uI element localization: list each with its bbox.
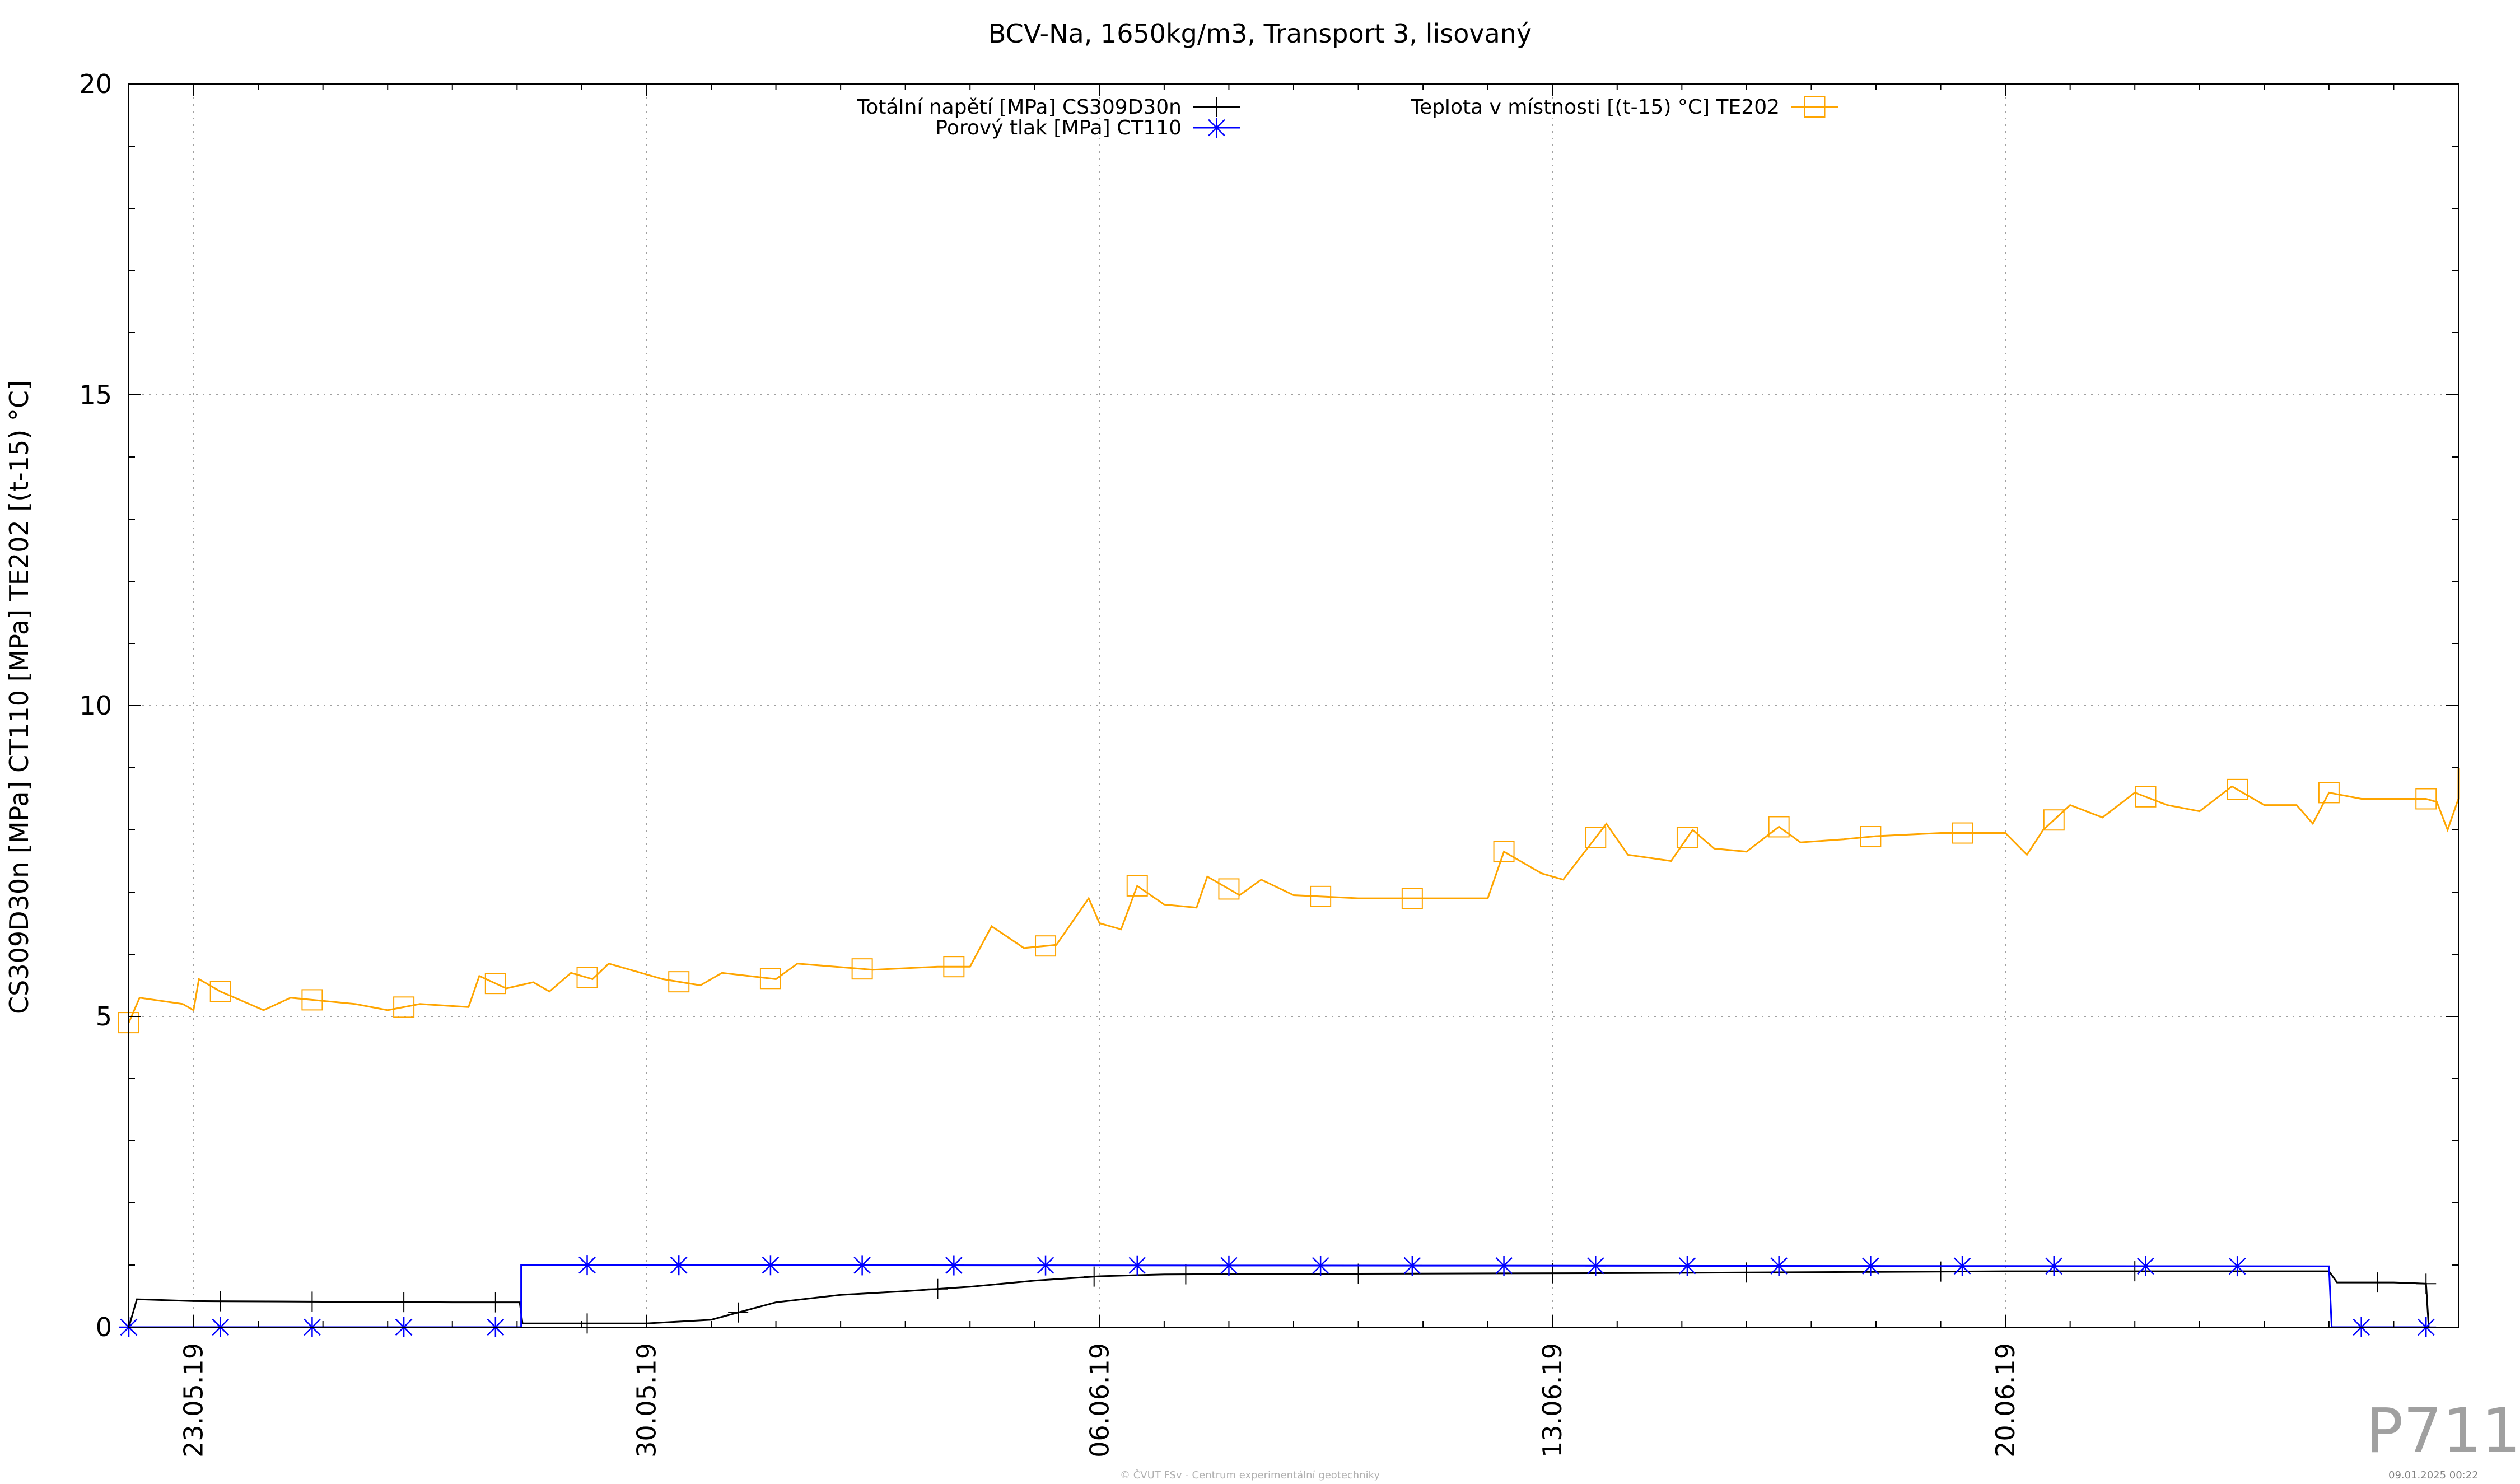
series-3-marker	[576, 967, 598, 988]
legend-label-1: Totální napětí [MPa] CS309D30n	[856, 96, 1182, 119]
series-3-marker	[2318, 782, 2340, 804]
y-axis-label: CS309D30n [MPa] CT110 [MPa] TE202 [(t-15…	[4, 380, 34, 1014]
y-tick-label: 10	[79, 690, 112, 721]
series-3-marker	[2135, 786, 2157, 808]
series-2-marker-d2	[1678, 1257, 1696, 1275]
series-3-marker	[484, 973, 506, 995]
watermark-code: P711	[2366, 1395, 2520, 1467]
series-3-marker	[2227, 778, 2248, 800]
series-3-marker	[943, 956, 965, 978]
chart-title: BCV-Na, 1650kg/m3, Transport 3, lisovaný	[988, 18, 1532, 49]
series-2-marker-d2	[945, 1257, 963, 1274]
x-tick-label: 30.05.19	[631, 1343, 661, 1458]
series-3-marker	[851, 958, 873, 980]
legend-label-3: Teplota v místnosti [(t-15) °C] TE202	[1410, 96, 1780, 119]
series-2-marker-d2	[1037, 1257, 1054, 1274]
series-2-marker-d2	[1770, 1257, 1788, 1275]
series-3-marker	[668, 971, 690, 993]
grid-lines	[129, 84, 2458, 1327]
series-3-marker	[2415, 788, 2437, 810]
series-2-marker-d2	[1953, 1257, 1971, 1275]
series-2-marker-d2	[2228, 1257, 2246, 1275]
series-3-marker	[1676, 827, 1698, 848]
y-tick-label: 0	[96, 1312, 112, 1342]
series-3-marker	[1126, 875, 1148, 897]
series-2-marker-d2	[1495, 1257, 1513, 1275]
series-3-marker	[301, 989, 323, 1011]
series-3-marker	[1035, 935, 1057, 957]
series-2-marker-d2	[762, 1257, 780, 1274]
legend-marker-2-d2	[1208, 119, 1225, 137]
legend-marker-3	[1804, 96, 1826, 118]
plot-border	[128, 83, 2459, 1328]
series-2-marker-d2	[670, 1256, 688, 1274]
y-tick-label: 15	[79, 380, 112, 410]
x-tick-label: 13.06.19	[1537, 1343, 1567, 1458]
series-3-marker	[1218, 878, 1240, 900]
series-3-marker	[1952, 822, 1973, 844]
series-2-marker-d2	[2137, 1257, 2154, 1275]
y-tick-label: 20	[79, 69, 112, 99]
watermark-date: 09.01.2025 00:22	[2388, 1469, 2479, 1481]
x-tick-label: 23.05.19	[179, 1343, 209, 1458]
y-tick-label: 5	[96, 1001, 112, 1032]
axes: 0 5 10 15 20 23.05.19 30.05.19 06.06.19 13.06.19…	[79, 69, 2459, 1458]
x-tick-label: 06.06.19	[1084, 1343, 1114, 1458]
series-2-marker-d2	[1128, 1257, 1146, 1275]
series-3-marker	[2043, 809, 2065, 831]
series-3-marker	[1493, 841, 1515, 862]
x-tick-label: 20.06.19	[1990, 1343, 2020, 1458]
series-line-3	[128, 767, 2460, 1023]
series-2-marker-d2	[1403, 1257, 1421, 1275]
series-2-marker-d2	[1312, 1257, 1329, 1275]
series-2-marker-d2	[578, 1256, 596, 1274]
series-2-marker-d2	[853, 1257, 871, 1274]
watermark-footer: © ČVUT FSv - Centrum experimentální geot…	[1120, 1469, 1380, 1481]
series-3-marker	[1768, 816, 1790, 838]
series-3-marker	[759, 968, 781, 990]
series-2-marker-d2	[1862, 1257, 1879, 1275]
series-3-marker	[1860, 826, 1882, 848]
legend-label-2: Porový tlak [MPa] CT110	[935, 116, 1182, 139]
series-3-marker	[1310, 885, 1332, 907]
series-3-marker	[1401, 888, 1423, 909]
series-2-marker-d2	[1586, 1257, 1604, 1275]
series-2-marker-d2	[1220, 1257, 1238, 1275]
series-3-marker	[1585, 827, 1607, 848]
series-3-marker	[393, 996, 415, 1018]
series-2-marker-d2	[2045, 1257, 2063, 1275]
series-3-marker	[209, 981, 231, 1002]
